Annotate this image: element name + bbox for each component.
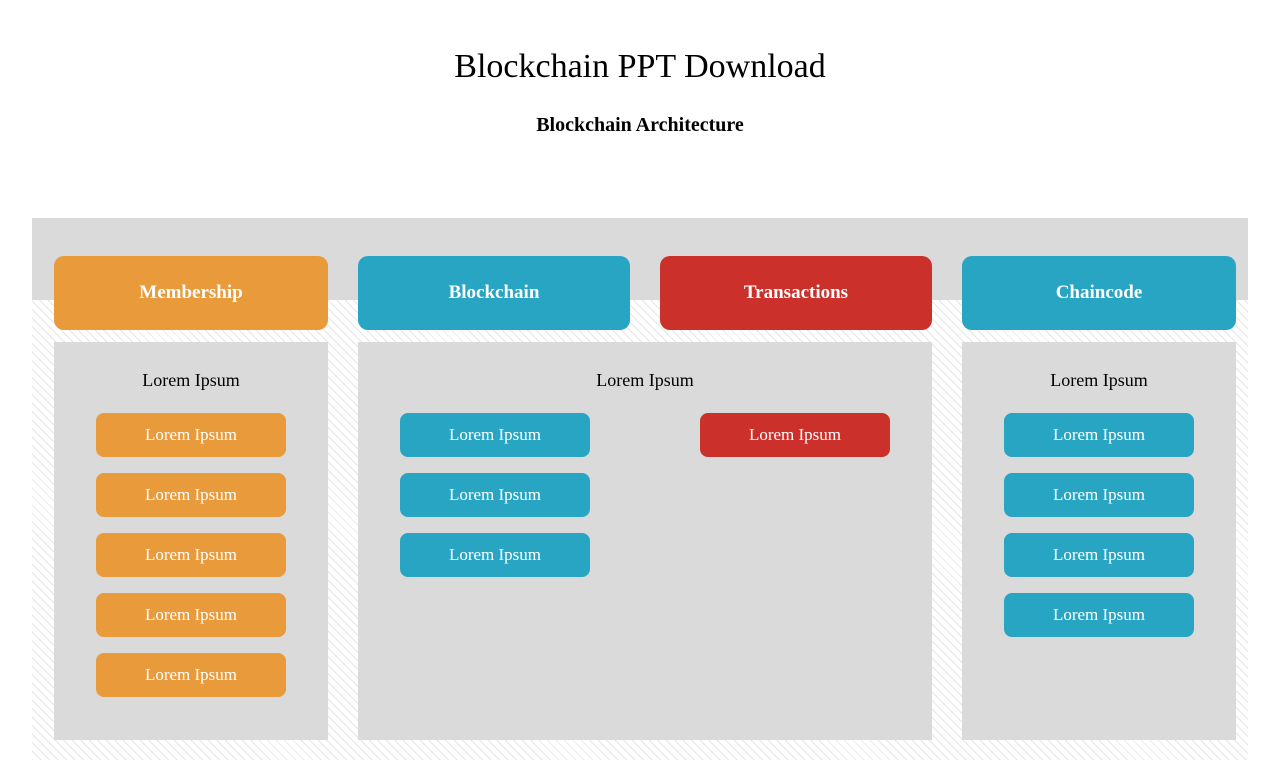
chip-chaincode-1: Lorem Ipsum bbox=[1004, 473, 1194, 517]
page-title: Blockchain PPT Download bbox=[0, 48, 1280, 86]
chip-membership-0: Lorem Ipsum bbox=[96, 413, 286, 457]
body-label-chaincode: Lorem Ipsum bbox=[1004, 370, 1194, 391]
header-transactions: Transactions bbox=[660, 256, 932, 330]
subcol-blockchain: Lorem Ipsum Lorem Ipsum Lorem Ipsum bbox=[400, 413, 590, 593]
column-chaincode: Chaincode Lorem Ipsum Lorem Ipsum Lorem … bbox=[962, 256, 1236, 740]
subcol-transactions: Lorem Ipsum bbox=[700, 413, 890, 593]
body-label-membership: Lorem Ipsum bbox=[96, 370, 286, 391]
body-chaincode: Lorem Ipsum Lorem Ipsum Lorem Ipsum Lore… bbox=[962, 342, 1236, 740]
chip-membership-4: Lorem Ipsum bbox=[96, 653, 286, 697]
chip-membership-1: Lorem Ipsum bbox=[96, 473, 286, 517]
chip-chaincode-3: Lorem Ipsum bbox=[1004, 593, 1194, 637]
header-membership: Membership bbox=[54, 256, 328, 330]
chip-blockchain-2: Lorem Ipsum bbox=[400, 533, 590, 577]
columns-container: Membership Lorem Ipsum Lorem Ipsum Lorem… bbox=[54, 256, 1226, 740]
column-blockchain-transactions: Blockchain Transactions Lorem Ipsum Lore… bbox=[358, 256, 932, 740]
chip-chaincode-2: Lorem Ipsum bbox=[1004, 533, 1194, 577]
body-blockchain-transactions: Lorem Ipsum Lorem Ipsum Lorem Ipsum Lore… bbox=[358, 342, 932, 740]
chip-blockchain-1: Lorem Ipsum bbox=[400, 473, 590, 517]
header-chaincode: Chaincode bbox=[962, 256, 1236, 330]
chip-membership-2: Lorem Ipsum bbox=[96, 533, 286, 577]
chip-membership-3: Lorem Ipsum bbox=[96, 593, 286, 637]
column-membership: Membership Lorem Ipsum Lorem Ipsum Lorem… bbox=[54, 256, 328, 740]
body-membership: Lorem Ipsum Lorem Ipsum Lorem Ipsum Lore… bbox=[54, 342, 328, 740]
chip-blockchain-0: Lorem Ipsum bbox=[400, 413, 590, 457]
chip-chaincode-0: Lorem Ipsum bbox=[1004, 413, 1194, 457]
subtitle: Blockchain Architecture bbox=[0, 114, 1280, 137]
chip-transactions-0: Lorem Ipsum bbox=[700, 413, 890, 457]
header-blockchain: Blockchain bbox=[358, 256, 630, 330]
body-label-bt: Lorem Ipsum bbox=[400, 370, 890, 391]
